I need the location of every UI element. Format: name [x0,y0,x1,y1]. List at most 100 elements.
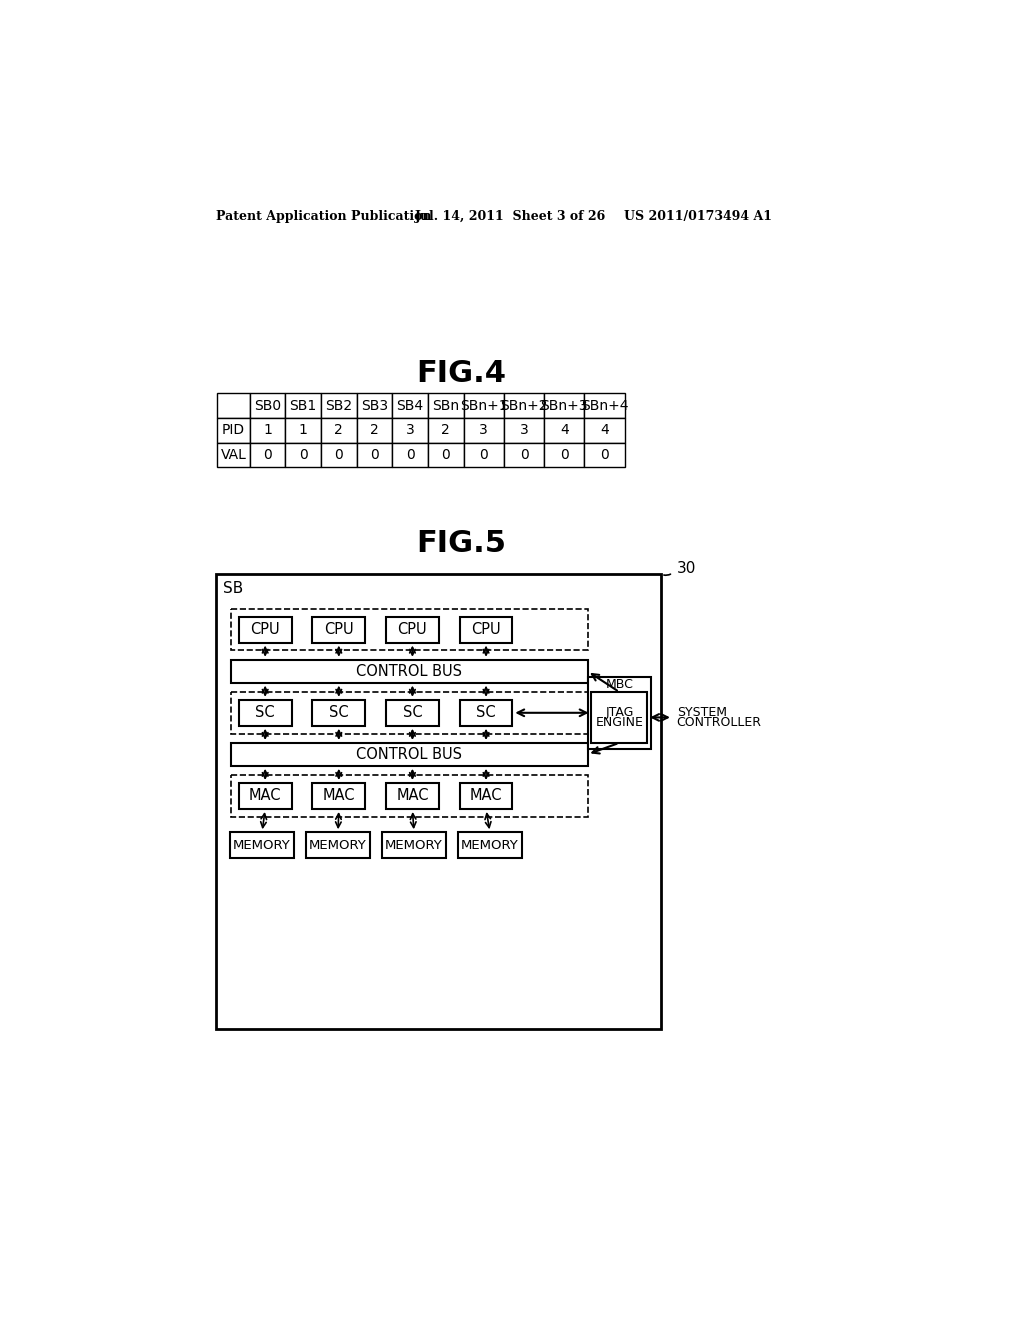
Text: FIG.4: FIG.4 [416,359,506,388]
Bar [312,700,366,726]
Text: 1: 1 [299,424,307,437]
Bar [544,418,585,442]
Bar [217,418,250,442]
Bar [460,616,512,643]
Bar [239,616,292,643]
Text: CPU: CPU [397,622,427,638]
Text: SB: SB [223,581,244,595]
Bar [428,393,464,418]
Bar [386,783,438,809]
Text: 2: 2 [441,424,451,437]
Text: SB1: SB1 [290,399,316,413]
Text: SBn+2: SBn+2 [501,399,548,413]
Bar [216,574,662,1028]
Bar [386,700,438,726]
Bar [464,418,504,442]
Text: 0: 0 [479,447,488,462]
Bar [458,832,521,858]
Bar [217,442,250,467]
Bar [286,418,321,442]
Text: MEMORY: MEMORY [461,838,519,851]
Text: 30: 30 [677,561,696,576]
Text: MEMORY: MEMORY [385,838,442,851]
Text: SYSTEM: SYSTEM [677,705,727,718]
Text: 0: 0 [441,447,451,462]
Text: SB2: SB2 [326,399,352,413]
Text: SBn+4: SBn+4 [581,399,629,413]
Text: SBn: SBn [432,399,460,413]
Text: SC: SC [255,705,275,721]
Text: MBC: MBC [605,677,633,690]
Text: CONTROLLER: CONTROLLER [677,717,762,730]
Bar [392,442,428,467]
Text: SC: SC [476,705,496,721]
Text: 0: 0 [560,447,568,462]
Bar [588,677,651,748]
Text: ENGINE: ENGINE [595,717,643,730]
Bar [585,393,625,418]
Bar [312,783,366,809]
Text: SC: SC [329,705,348,721]
Text: 0: 0 [335,447,343,462]
Text: SBn+1: SBn+1 [460,399,508,413]
Bar [585,442,625,467]
Bar [356,442,392,467]
Bar [286,442,321,467]
Text: 0: 0 [299,447,307,462]
Text: Jul. 14, 2011  Sheet 3 of 26: Jul. 14, 2011 Sheet 3 of 26 [415,210,606,223]
Bar [585,418,625,442]
Bar [250,442,286,467]
Text: SB4: SB4 [396,399,424,413]
Bar [428,418,464,442]
Bar [464,393,504,418]
Bar [392,418,428,442]
Text: CPU: CPU [250,622,280,638]
Text: 4: 4 [600,424,609,437]
Text: 2: 2 [370,424,379,437]
Bar [386,616,438,643]
Bar [428,442,464,467]
Bar [592,692,647,743]
Text: 0: 0 [406,447,415,462]
Bar [504,418,544,442]
Text: US 2011/0173494 A1: US 2011/0173494 A1 [624,210,772,223]
Bar [231,609,588,651]
Bar [382,832,445,858]
Text: MEMORY: MEMORY [309,838,367,851]
Text: SB3: SB3 [360,399,388,413]
Text: CPU: CPU [471,622,501,638]
Bar [250,418,286,442]
Text: MAC: MAC [323,788,355,804]
Text: 3: 3 [479,424,488,437]
Bar [250,393,286,418]
Bar [504,393,544,418]
Text: SBn+3: SBn+3 [541,399,588,413]
Text: 1: 1 [263,424,272,437]
Text: 2: 2 [335,424,343,437]
Text: FIG.5: FIG.5 [416,529,506,558]
Text: 0: 0 [519,447,528,462]
Text: PID: PID [222,424,245,437]
Text: 0: 0 [370,447,379,462]
Bar [231,743,588,766]
Bar [392,393,428,418]
Text: VAL: VAL [220,447,247,462]
Text: JTAG: JTAG [605,705,634,718]
Bar [231,775,588,817]
Bar [321,418,356,442]
Bar [286,393,321,418]
Bar [504,442,544,467]
Text: Patent Application Publication: Patent Application Publication [216,210,431,223]
Text: 0: 0 [263,447,272,462]
Text: CONTROL BUS: CONTROL BUS [356,664,462,678]
Text: 3: 3 [519,424,528,437]
Bar [321,393,356,418]
Text: SC: SC [402,705,422,721]
Bar [239,700,292,726]
Bar [460,783,512,809]
Text: 3: 3 [406,424,415,437]
Bar [356,418,392,442]
Bar [544,442,585,467]
Bar [460,700,512,726]
Text: 0: 0 [600,447,609,462]
